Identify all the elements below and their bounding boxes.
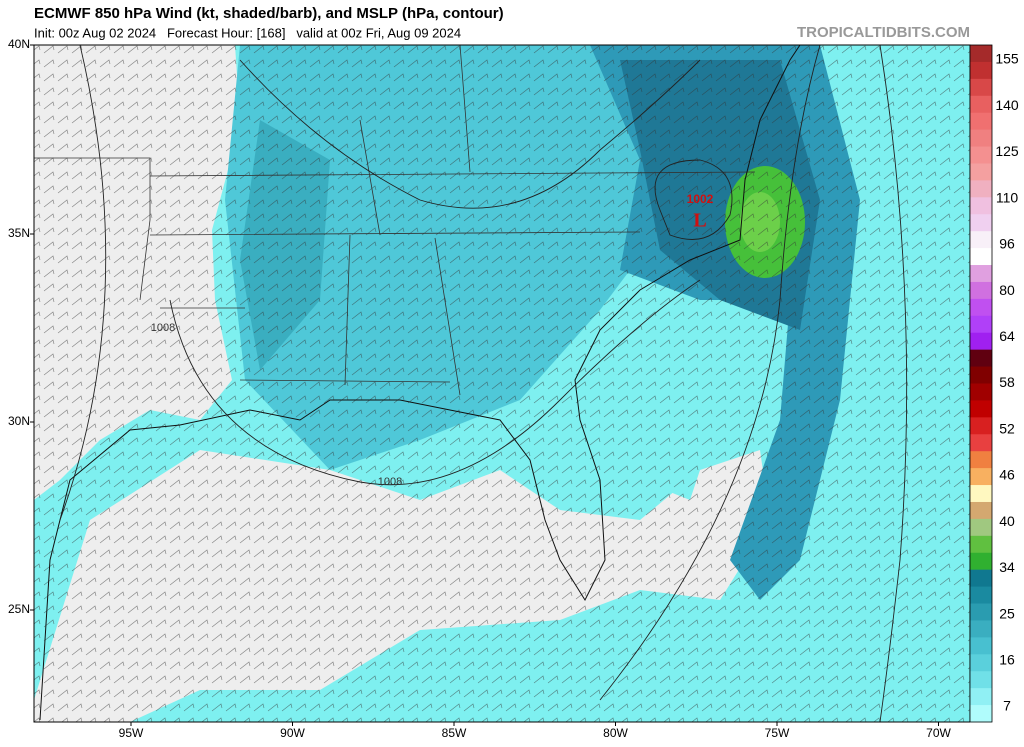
colorbar-swatch xyxy=(970,61,992,80)
state-boundary xyxy=(34,45,756,396)
colorbar-label: 25 xyxy=(999,605,1015,621)
lon-label: 80W xyxy=(603,726,628,740)
lat-label: 40N xyxy=(8,37,30,51)
colorbar-swatch xyxy=(970,468,992,486)
colorbar-swatch xyxy=(970,451,992,469)
lat-label: 25N xyxy=(8,602,30,616)
colorbar-swatch xyxy=(970,552,992,571)
colorbar-swatch xyxy=(970,535,992,554)
lon-label: 85W xyxy=(442,726,467,740)
subtitle: Init: 00z Aug 02 2024 Forecast Hour: [16… xyxy=(34,25,461,40)
colorbar-swatch xyxy=(970,214,992,232)
colorbar-frame xyxy=(969,44,993,723)
colorbar-swatch xyxy=(970,366,992,384)
colorbar-label: 80 xyxy=(999,282,1015,298)
colorbar-swatch xyxy=(970,485,992,503)
colorbar-label: 7 xyxy=(1003,698,1011,714)
isobar xyxy=(59,45,908,722)
colorbar-swatch xyxy=(970,78,992,97)
colorbar-label: 96 xyxy=(999,236,1015,252)
colorbar-swatch xyxy=(970,654,992,672)
lat-label: 30N xyxy=(8,414,30,428)
colorbar-swatch xyxy=(970,265,992,283)
map-area xyxy=(34,45,970,722)
colorbar-swatch xyxy=(970,518,992,537)
colorbar-swatch xyxy=(970,332,992,351)
colorbar-label: 64 xyxy=(999,328,1015,344)
colorbar-swatch xyxy=(970,45,992,63)
colorbar-label: 140 xyxy=(995,97,1019,113)
colorbar-swatch xyxy=(970,129,992,148)
colorbar-swatch xyxy=(970,95,992,114)
low-marker: L xyxy=(693,210,706,232)
colorbar-label: 52 xyxy=(999,420,1015,436)
colorbar-swatch xyxy=(970,349,992,368)
colorbar-label: 46 xyxy=(999,467,1015,483)
colorbar-swatch xyxy=(970,231,992,249)
contour-label: 1002 xyxy=(687,192,714,206)
coastline xyxy=(39,45,801,721)
colorbar-swatch xyxy=(970,688,992,706)
colorbar-swatch xyxy=(970,315,992,334)
lon-label: 70W xyxy=(926,726,951,740)
colorbar-label: 40 xyxy=(999,513,1015,529)
colorbar-swatch xyxy=(970,569,992,588)
colorbar-swatch xyxy=(970,281,992,300)
colorbar-label: 16 xyxy=(999,651,1015,667)
colorbar-swatch xyxy=(970,434,992,452)
colorbar-swatch xyxy=(970,248,992,266)
colorbar-swatch xyxy=(970,197,992,215)
contour-label: 1008 xyxy=(151,322,175,334)
colorbar-swatch xyxy=(970,163,992,181)
colorbar-swatch xyxy=(970,383,992,401)
colorbar-label: 155 xyxy=(995,51,1019,67)
colorbar-swatch xyxy=(970,671,992,689)
colorbar-swatch xyxy=(970,417,992,435)
colorbar-swatch xyxy=(970,400,992,418)
lon-label: 95W xyxy=(119,726,144,740)
colorbar-label: 110 xyxy=(996,189,1019,205)
colorbar-swatch xyxy=(970,180,992,198)
colorbar-swatch xyxy=(970,298,992,317)
lon-label: 90W xyxy=(280,726,305,740)
colorbar-swatch xyxy=(970,146,992,164)
colorbar-swatch xyxy=(970,586,992,605)
colorbar-label: 58 xyxy=(999,374,1015,390)
colorbar-swatch xyxy=(970,112,992,131)
colorbar-swatch xyxy=(970,705,992,723)
colorbar-label: 34 xyxy=(999,559,1015,575)
site-credit: TROPICALTIDBITS.COM xyxy=(797,24,970,41)
wind-barbs xyxy=(34,45,970,722)
colorbar-swatch xyxy=(970,603,992,621)
colorbar-swatch xyxy=(970,501,992,520)
title: ECMWF 850 hPa Wind (kt, shaded/barb), an… xyxy=(34,5,504,22)
colorbar-swatch xyxy=(970,620,992,638)
contour-label: 1008 xyxy=(378,476,402,488)
colorbar-label: 125 xyxy=(995,143,1019,159)
colorbar-swatch xyxy=(970,637,992,655)
lon-label: 75W xyxy=(765,726,790,740)
lat-label: 35N xyxy=(8,226,30,240)
